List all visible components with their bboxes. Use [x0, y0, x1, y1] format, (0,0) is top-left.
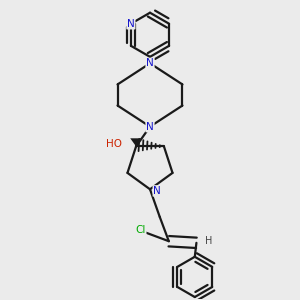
Polygon shape	[130, 138, 142, 146]
Text: HO: HO	[106, 139, 122, 149]
Text: N: N	[127, 19, 135, 29]
Text: H: H	[205, 236, 212, 246]
Text: N: N	[153, 186, 161, 196]
Text: N: N	[146, 122, 154, 132]
Text: N: N	[146, 58, 154, 68]
Text: Cl: Cl	[135, 226, 146, 236]
